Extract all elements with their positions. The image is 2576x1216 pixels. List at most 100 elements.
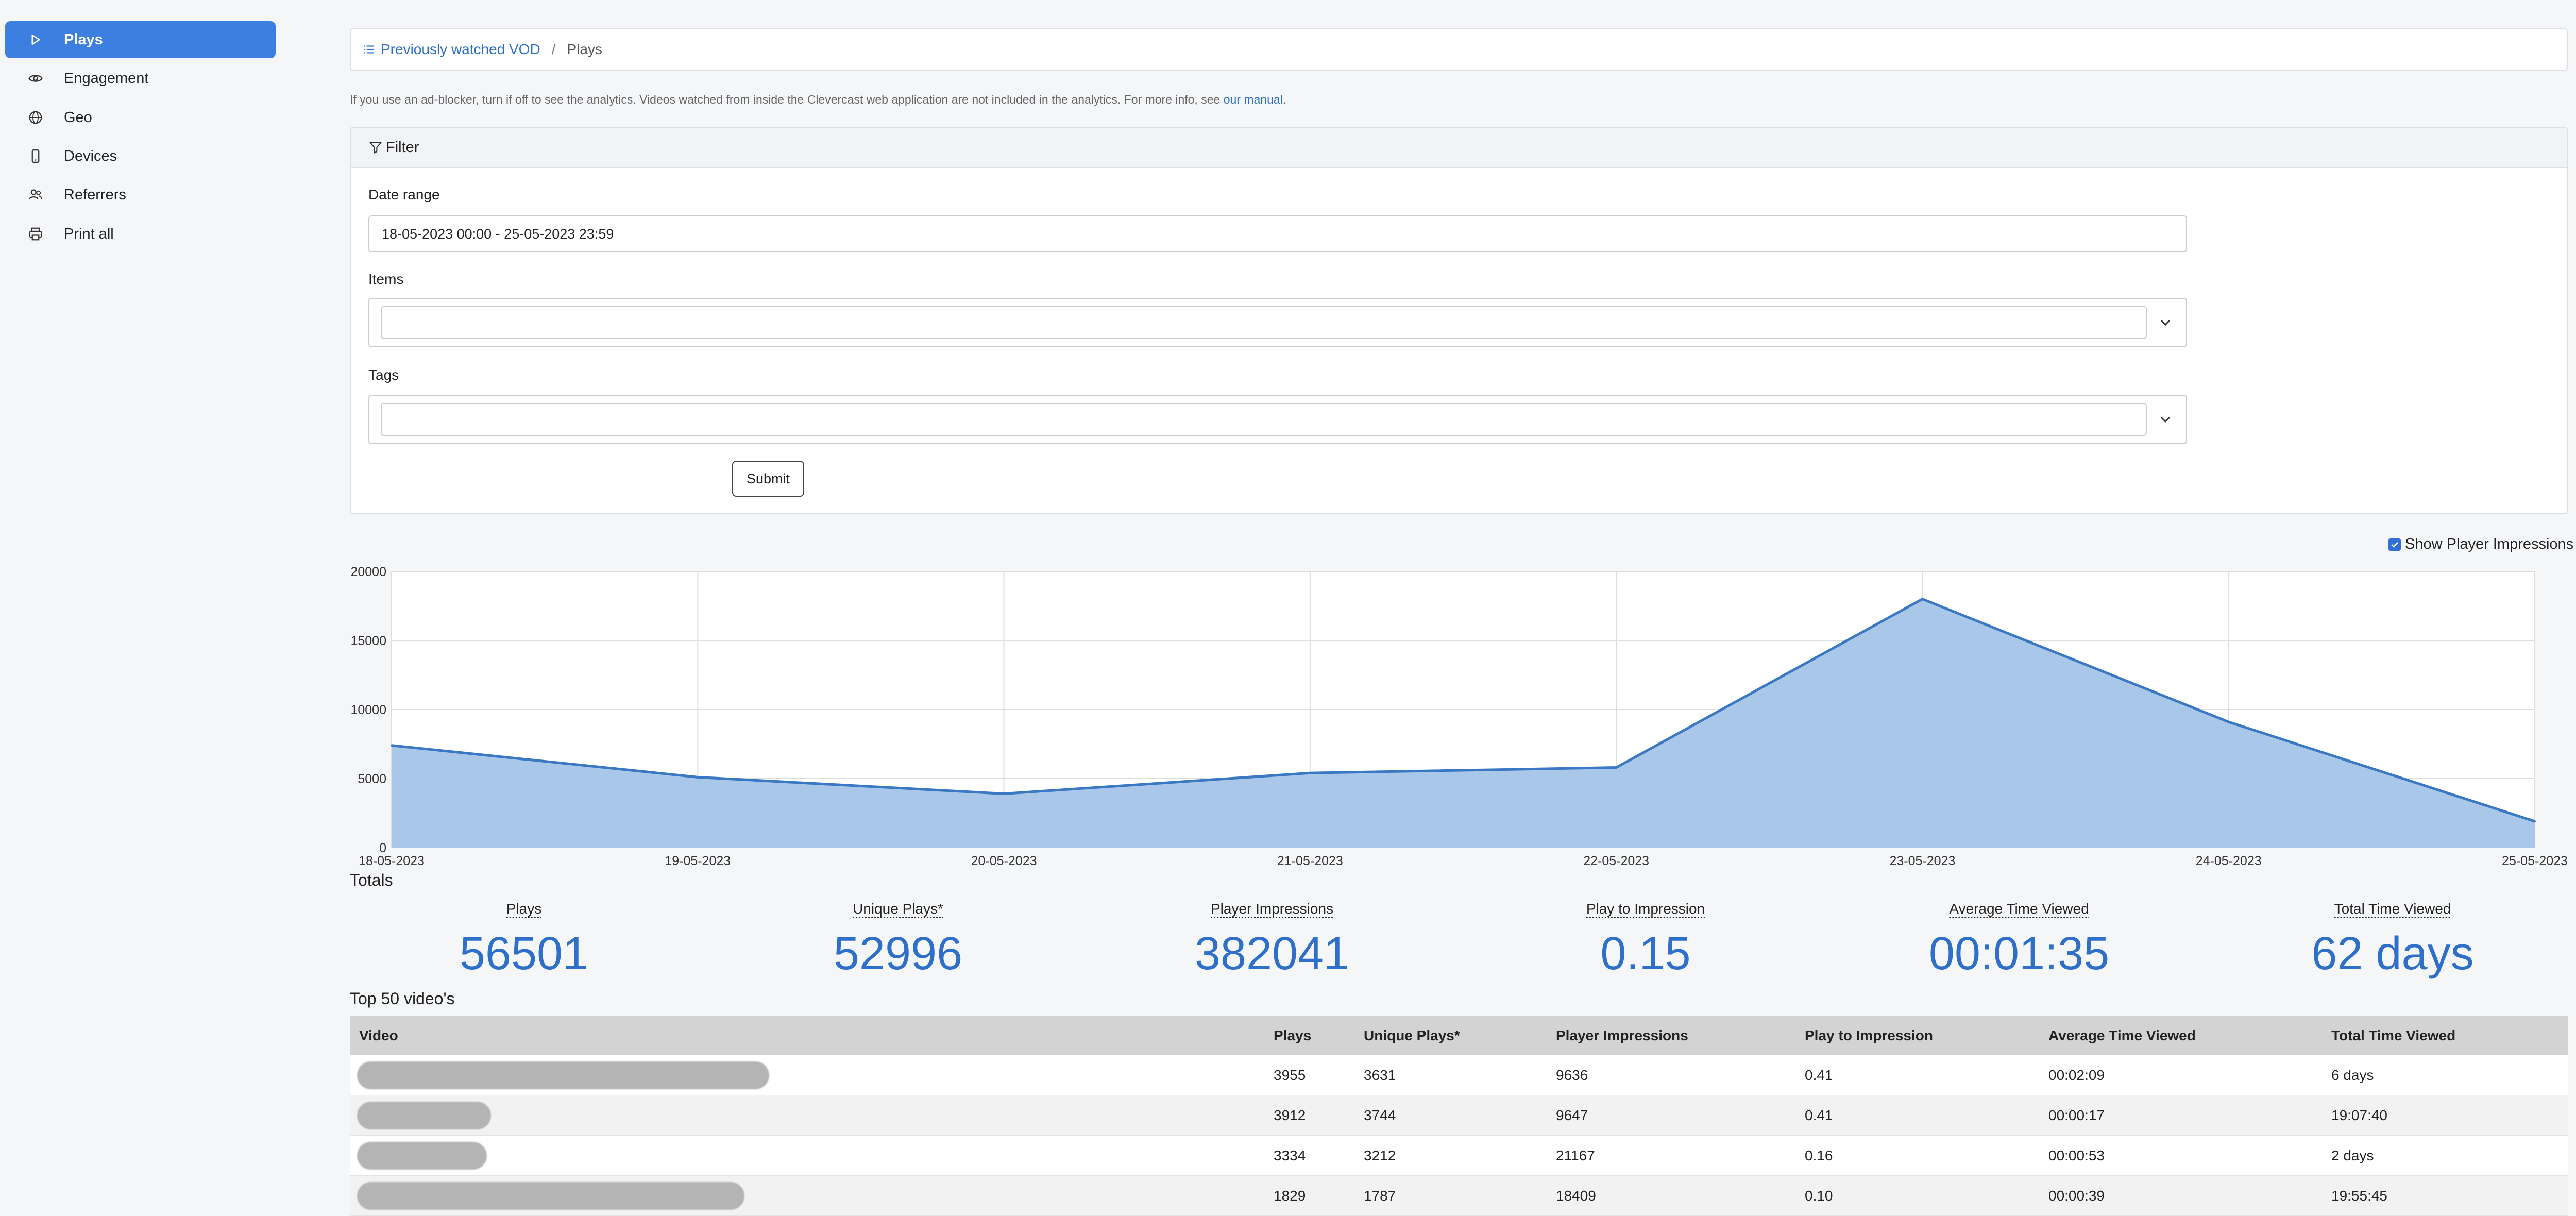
y-tick-label: 20000	[350, 565, 386, 579]
table-cell: 1787	[1364, 1187, 1396, 1204]
table-cell: 1829	[1274, 1187, 1306, 1204]
date-range-label: Date range	[368, 187, 440, 202]
column-header[interactable]: Player Impressions	[1556, 1027, 1688, 1043]
total-label: Average Time Viewed	[1949, 901, 2089, 917]
total-label: Plays	[506, 901, 542, 917]
sidebar: Plays Engagement Geo Devices Referrers P…	[0, 0, 282, 1213]
sidebar-item-label: Engagement	[64, 70, 149, 87]
table-cell: 0.16	[1805, 1147, 1833, 1163]
sidebar-item-print-all[interactable]: Print all	[5, 215, 276, 252]
table-row[interactable]: 1829 1787 18409 0.10 00:00:39 19:55:45	[350, 1176, 2568, 1216]
adblock-notice: If you use an ad-blocker, turn if off to…	[350, 93, 1286, 107]
total-value: 00:01:35	[1928, 928, 2110, 979]
table-row[interactable]: 3334 3212 21167 0.16 00:00:53 2 days	[350, 1136, 2568, 1176]
breadcrumb-parent-link[interactable]: Previously watched VOD	[381, 41, 540, 57]
x-tick-label: 25-05-2023	[2502, 854, 2568, 868]
play-icon	[5, 32, 59, 47]
table-cell: 00:02:09	[2048, 1067, 2105, 1083]
table-row[interactable]: 3912 3744 9647 0.41 00:00:17 19:07:40	[350, 1095, 2568, 1136]
items-label: Items	[368, 271, 404, 287]
sidebar-item-label: Referrers	[64, 186, 126, 203]
notice-suffix: .	[1282, 93, 1286, 106]
top-videos-table: Video Plays Unique Plays* Player Impression…	[350, 1016, 2568, 1216]
table-cell: 21167	[1556, 1147, 1595, 1163]
sidebar-item-engagement[interactable]: Engagement	[5, 60, 276, 97]
sidebar-item-plays[interactable]: Plays	[5, 21, 276, 58]
total-value: 0.15	[1600, 928, 1691, 979]
sidebar-item-devices[interactable]: Devices	[5, 138, 276, 175]
submit-button[interactable]: Submit	[732, 461, 804, 497]
total-value: 382041	[1194, 928, 1350, 979]
table-cell: 9636	[1556, 1067, 1588, 1083]
show-impressions-label: Show Player Impressions	[2405, 536, 2574, 552]
total-label: Player Impressions	[1210, 901, 1334, 917]
sidebar-item-label: Plays	[64, 31, 103, 48]
data-point	[2534, 820, 2536, 823]
items-select-field[interactable]	[381, 306, 2147, 339]
table-cell: 0.10	[1805, 1187, 1833, 1204]
show-impressions-checkbox[interactable]	[2388, 538, 2401, 551]
date-range-input[interactable]: 18-05-2023 00:00 - 25-05-2023 23:59	[368, 215, 2187, 252]
column-header[interactable]: Unique Plays*	[1364, 1027, 1460, 1043]
total-value: 62 days	[2311, 928, 2474, 979]
notice-text: If you use an ad-blocker, turn if off to…	[350, 93, 1224, 106]
users-icon	[5, 187, 59, 202]
chevron-down-icon[interactable]	[2157, 314, 2174, 331]
table-header: Video Plays Unique Plays* Player Impression…	[350, 1016, 2568, 1055]
column-header[interactable]: Video	[359, 1027, 398, 1043]
column-header[interactable]: Plays	[1274, 1027, 1312, 1043]
phone-icon	[5, 148, 59, 164]
table-cell: 3955	[1274, 1067, 1306, 1083]
total-label: Play to Impression	[1586, 901, 1705, 917]
table-cell: 19:55:45	[2331, 1187, 2387, 1204]
redacted-video-title[interactable]	[357, 1182, 744, 1210]
table-cell: 3631	[1364, 1067, 1396, 1083]
total-label: Unique Plays*	[853, 901, 943, 917]
manual-link[interactable]: our manual	[1223, 93, 1283, 106]
breadcrumb-separator: /	[551, 41, 556, 57]
tags-select-field[interactable]	[381, 403, 2147, 436]
table-cell: 3744	[1364, 1107, 1396, 1123]
table-cell: 00:00:53	[2048, 1147, 2105, 1163]
table-row[interactable]: 3955 3631 9636 0.41 00:02:09 6 days	[350, 1055, 2568, 1095]
x-tick-label: 22-05-2023	[1583, 854, 1649, 868]
total-value: 56501	[459, 928, 589, 979]
globe-icon	[5, 110, 59, 125]
sidebar-item-referrers[interactable]: Referrers	[5, 176, 276, 213]
x-tick-label: 19-05-2023	[665, 854, 731, 868]
table-cell: 19:07:40	[2331, 1107, 2387, 1123]
data-point	[1309, 772, 1311, 774]
show-impressions-toggle[interactable]: Show Player Impressions	[2388, 536, 2573, 553]
data-point	[2227, 721, 2230, 723]
tags-label: Tags	[368, 367, 399, 383]
x-tick-label: 18-05-2023	[359, 854, 425, 868]
filter-panel: Filter Date range 18-05-2023 00:00 - 25-…	[350, 127, 2568, 514]
data-point	[1921, 598, 1924, 600]
data-point	[1003, 792, 1005, 795]
table-cell: 2 days	[2331, 1147, 2374, 1163]
redacted-video-title[interactable]	[357, 1102, 491, 1129]
sidebar-item-label: Devices	[64, 147, 117, 164]
x-tick-label: 20-05-2023	[971, 854, 1037, 868]
column-header[interactable]: Average Time Viewed	[2048, 1027, 2196, 1043]
total-value: 52996	[833, 928, 963, 979]
table-cell: 3912	[1274, 1107, 1306, 1123]
y-tick-label: 10000	[350, 703, 386, 717]
chevron-down-icon[interactable]	[2157, 411, 2174, 428]
column-header[interactable]: Play to Impression	[1805, 1027, 1933, 1043]
y-tick-label: 15000	[350, 634, 386, 648]
table-cell: 0.41	[1805, 1107, 1833, 1123]
sidebar-item-label: Print all	[64, 225, 114, 242]
y-tick-label: 0	[379, 841, 386, 855]
data-point	[697, 776, 699, 779]
breadcrumb-current: Plays	[567, 41, 602, 57]
sidebar-item-geo[interactable]: Geo	[5, 99, 276, 136]
total-label: Total Time Viewed	[2334, 901, 2451, 917]
redacted-video-title[interactable]	[357, 1142, 487, 1170]
items-select[interactable]	[368, 298, 2187, 347]
column-header[interactable]: Total Time Viewed	[2331, 1027, 2456, 1043]
x-tick-label: 21-05-2023	[1277, 854, 1343, 868]
redacted-video-title[interactable]	[357, 1061, 769, 1089]
x-tick-label: 23-05-2023	[1889, 854, 1955, 868]
tags-select[interactable]	[368, 395, 2187, 444]
